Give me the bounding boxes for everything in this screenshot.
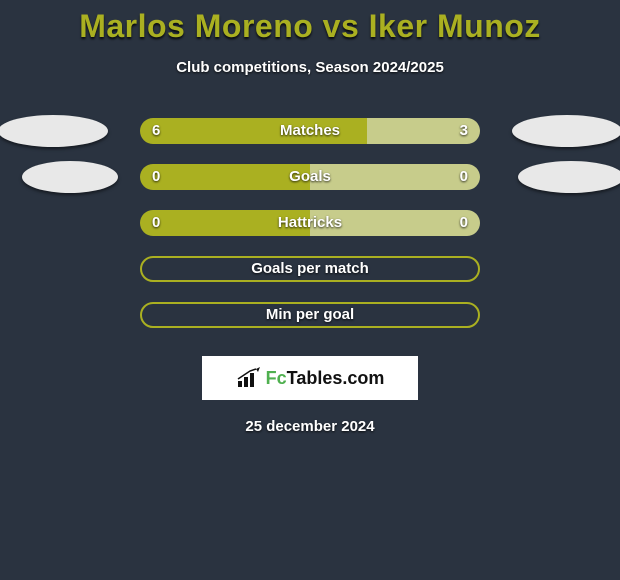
brand-box: FcTables.com — [202, 356, 418, 400]
avatar-left — [22, 161, 118, 193]
stat-row: 00Hattricks — [0, 200, 620, 246]
metric-label: Matches — [140, 108, 480, 154]
metric-label: Min per goal — [140, 292, 480, 338]
metric-label: Hattricks — [140, 200, 480, 246]
brand-text: FcTables.com — [266, 368, 385, 389]
avatar-right — [512, 115, 620, 147]
avatar-right — [518, 161, 620, 193]
stats-container: 63Matches00Goals00HattricksGoals per mat… — [0, 108, 620, 338]
brand-chart-icon — [236, 367, 262, 389]
stat-row: Goals per match — [0, 246, 620, 292]
subtitle: Club competitions, Season 2024/2025 — [0, 59, 620, 76]
stat-row: 00Goals — [0, 154, 620, 200]
metric-label: Goals — [140, 154, 480, 200]
date-text: 25 december 2024 — [0, 418, 620, 435]
stat-row: Min per goal — [0, 292, 620, 338]
stat-row: 63Matches — [0, 108, 620, 154]
avatar-left — [0, 115, 108, 147]
brand-prefix: Fc — [266, 368, 287, 388]
page-title: Marlos Moreno vs Iker Munoz — [0, 0, 620, 45]
metric-label: Goals per match — [140, 246, 480, 292]
brand-suffix: Tables.com — [287, 368, 385, 388]
